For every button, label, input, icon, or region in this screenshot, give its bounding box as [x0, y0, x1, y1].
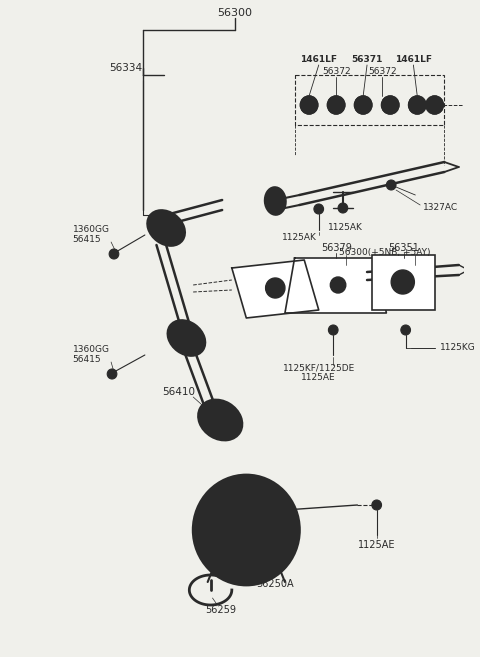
Ellipse shape	[209, 410, 231, 430]
Circle shape	[107, 369, 117, 379]
Text: 1125KF/1125DE: 1125KF/1125DE	[283, 363, 355, 373]
Text: 56372: 56372	[322, 68, 350, 76]
Text: 56250A: 56250A	[256, 579, 294, 589]
Circle shape	[305, 101, 313, 109]
Ellipse shape	[178, 330, 195, 346]
Ellipse shape	[157, 220, 175, 236]
Text: 56410: 56410	[162, 387, 195, 397]
Circle shape	[109, 249, 119, 259]
Circle shape	[391, 270, 414, 294]
Circle shape	[338, 203, 348, 213]
Text: 56334: 56334	[109, 63, 142, 73]
Circle shape	[330, 277, 346, 293]
Text: 56351: 56351	[388, 243, 419, 253]
Circle shape	[328, 325, 338, 335]
Text: 56379: 56379	[321, 243, 351, 253]
Circle shape	[397, 276, 408, 288]
Text: 1125AE: 1125AE	[301, 373, 336, 382]
Ellipse shape	[253, 508, 272, 524]
Circle shape	[332, 101, 340, 109]
Circle shape	[413, 101, 421, 109]
Text: 56415: 56415	[72, 355, 101, 365]
Text: 56415: 56415	[72, 235, 101, 244]
Circle shape	[327, 96, 345, 114]
Text: 1125AK: 1125AK	[282, 233, 317, 242]
Text: 1461LF: 1461LF	[300, 55, 337, 64]
Ellipse shape	[270, 194, 280, 208]
Text: 56259: 56259	[205, 605, 236, 615]
Ellipse shape	[168, 320, 205, 356]
Text: 1125AE: 1125AE	[358, 540, 396, 550]
Circle shape	[401, 325, 410, 335]
Ellipse shape	[147, 210, 185, 246]
Circle shape	[431, 101, 439, 109]
Text: 56371: 56371	[351, 55, 383, 64]
Circle shape	[386, 101, 394, 109]
Ellipse shape	[264, 187, 286, 215]
Circle shape	[300, 96, 318, 114]
Circle shape	[386, 180, 396, 190]
Text: 1360GG: 1360GG	[73, 225, 110, 235]
Circle shape	[408, 96, 426, 114]
Bar	[372, 255, 435, 310]
Text: 1125KG: 1125KG	[440, 344, 475, 353]
Circle shape	[270, 283, 280, 293]
Text: 56372: 56372	[368, 68, 397, 76]
Text: 56300: 56300	[217, 8, 252, 18]
Circle shape	[426, 96, 444, 114]
Ellipse shape	[198, 399, 242, 440]
Text: 56300(+5NB, +5AY): 56300(+5NB, +5AY)	[339, 248, 430, 256]
Polygon shape	[285, 258, 386, 313]
Circle shape	[372, 500, 382, 510]
Circle shape	[382, 96, 399, 114]
Circle shape	[217, 500, 275, 560]
Circle shape	[193, 475, 300, 585]
Polygon shape	[232, 260, 319, 318]
Ellipse shape	[237, 503, 275, 537]
Text: 1125AK: 1125AK	[328, 223, 363, 233]
Circle shape	[265, 278, 285, 298]
Circle shape	[354, 96, 372, 114]
Bar	[295, 75, 444, 125]
Circle shape	[314, 204, 324, 214]
Text: 1327AC: 1327AC	[423, 202, 458, 212]
Text: 1461LF: 1461LF	[395, 55, 432, 64]
Circle shape	[334, 281, 342, 289]
Circle shape	[360, 101, 367, 109]
Text: 1360GG: 1360GG	[73, 346, 110, 355]
